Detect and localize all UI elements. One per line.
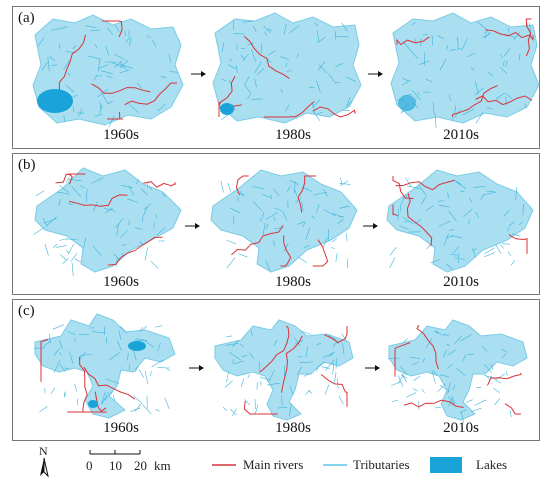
lake-shape [88,400,98,408]
main-rivers-lines [218,36,356,118]
era-label: 1980s [275,127,311,143]
panel-c: (c) 1960s 1980s 2010s [12,299,540,441]
main-rivers-lines [243,325,348,415]
lakes-swatch [430,457,462,473]
arrow-icon [363,223,378,229]
tributaries-lines [388,330,512,423]
tributaries-label: Tributaries [353,457,410,472]
scale-unit: km [154,458,171,473]
era-label: 2010s [443,274,479,290]
north-label: N [39,444,48,458]
map-c-1960s [33,313,176,419]
tributaries-lines [37,25,178,128]
legend: N 0 10 20 km Main rivers Tributaries Lak… [0,444,550,488]
lake-shape [37,89,73,113]
lake-shape [220,103,234,115]
lake-shape [128,341,146,351]
map-b-1960s [33,167,182,277]
panel-label: (c) [18,303,35,319]
main-rivers-lines [55,173,176,266]
tributaries-lines [33,324,171,415]
main-rivers-lines [231,175,329,267]
era-label: 1960s [103,420,139,436]
tributaries-lines [220,178,351,271]
panel-b: (b) 1960s 1980s 2010s [12,153,540,295]
scale-tick-0: 0 [86,458,93,473]
map-b-1980s [210,169,358,273]
era-label: 2010s [443,127,479,143]
panel-a-maps [32,12,540,128]
tributaries-lines [397,21,532,128]
arrow-icon [368,71,383,77]
map-b-2010s [386,169,534,273]
north-arrow-icon [40,457,49,478]
main-rivers-label: Main rivers [243,457,304,472]
tributaries-lines [33,176,166,277]
era-label: 1980s [275,420,311,436]
main-rivers-lines [396,18,534,118]
map-c-1980s [214,319,354,421]
map-c-2010s [388,319,528,423]
panel-b-maps [33,167,534,277]
arrow-icon [191,71,206,77]
main-rivers-lines [392,176,528,254]
tributaries-lines [221,20,357,121]
scale-tick-10: 10 [109,458,122,473]
arrow-icon [189,365,204,371]
map-a-1980s [212,12,362,124]
map-a-2010s [390,12,540,128]
tributaries-lines [223,329,347,417]
main-rivers-lines [394,325,522,415]
era-label: 1960s [103,274,139,290]
main-rivers-lines [58,20,178,120]
panel-a: (a) 1960s 1980s 2010s [12,6,540,149]
main-rivers-lines [40,338,136,413]
scale-bar [89,450,141,455]
scale-tick-20: 20 [134,458,147,473]
map-a-1960s [32,14,184,128]
panel-label: (b) [18,157,36,173]
era-label: 1960s [103,127,139,143]
era-label: 1980s [275,274,311,290]
lake-shape [398,95,416,111]
lakes-label: Lakes [476,457,508,472]
era-label: 2010s [443,420,479,436]
arrow-icon [365,365,380,371]
arrow-icon [185,223,200,229]
legend-graphics [40,450,462,478]
panel-label: (a) [18,10,35,26]
panel-c-maps [33,313,528,423]
